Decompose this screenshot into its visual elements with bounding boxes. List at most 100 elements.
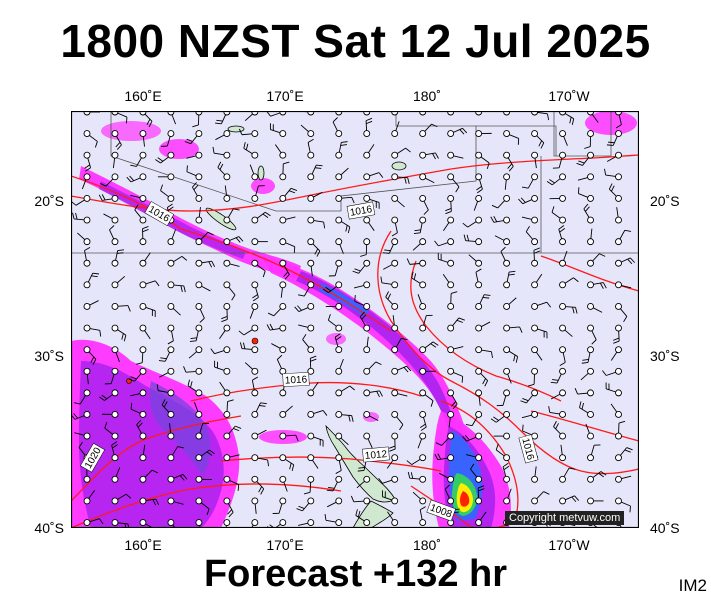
wind-station-circle	[307, 346, 315, 354]
wind-barb-feather	[148, 121, 153, 128]
wind-barb-feather	[423, 209, 429, 215]
wind-barb-feather	[484, 380, 489, 387]
wind-station-circle	[251, 367, 259, 375]
wind-barb-feather	[154, 280, 160, 287]
wind-barb-feather	[387, 293, 392, 300]
wind-station-circle	[195, 151, 203, 159]
wind-barb-feather	[491, 204, 498, 209]
wind-station-circle	[83, 281, 91, 289]
rain-band-central	[261, 256, 471, 453]
wind-barb-feather	[376, 391, 380, 398]
wind-station-circle	[475, 281, 483, 289]
wind-barb-feather	[252, 376, 259, 381]
wind-barb-feather	[624, 449, 631, 453]
wind-barb-feather	[125, 493, 132, 499]
wind-station-circle	[335, 475, 343, 483]
wind-station-circle	[111, 259, 119, 267]
wind-barb-feather	[92, 358, 97, 365]
wind-barb-feather	[478, 488, 485, 492]
wind-station-circle	[111, 454, 119, 462]
wind-barb-feather	[163, 401, 168, 408]
wind-barb-feather	[385, 291, 390, 298]
wind-barb-feather	[547, 113, 550, 121]
wind-station-circle	[559, 389, 567, 397]
wind-barb-feather	[608, 183, 613, 190]
wind-station-circle	[279, 432, 287, 440]
wind-station-circle	[587, 173, 594, 181]
wind-barb-feather	[210, 348, 215, 354]
wind-barb-feather	[406, 258, 411, 265]
wind-barb-feather	[109, 225, 115, 231]
wind-barb-feather	[508, 166, 514, 172]
wind-station-circle	[531, 130, 539, 138]
wind-barb-feather	[238, 330, 245, 336]
isobar-high-east	[377, 230, 639, 475]
wind-barb-feather	[509, 270, 516, 273]
wind-station-circle	[419, 324, 427, 332]
wind-barb-feather	[123, 335, 127, 342]
wind-barb-feather	[508, 273, 515, 276]
wind-station-circle	[503, 303, 511, 310]
wind-station-circle	[447, 259, 455, 267]
wind-station-circle	[111, 151, 119, 159]
wind-barb-feather	[295, 435, 299, 442]
wind-station-circle	[251, 281, 259, 289]
wind-station-circle	[83, 216, 91, 224]
wind-barb-feather	[212, 146, 215, 154]
wind-station-circle	[307, 497, 315, 505]
wind-barb-feather	[326, 489, 334, 492]
wind-station-circle	[111, 519, 119, 526]
wind-station-circle	[167, 259, 175, 267]
wind-barb-feather	[407, 471, 411, 479]
wind-station-circle	[587, 454, 594, 462]
wind-barb-feather	[183, 366, 187, 373]
wind-station-circle	[391, 303, 399, 310]
wind-station-circle	[111, 389, 119, 397]
wind-station-circle	[391, 173, 399, 181]
wind-barb-feather	[296, 508, 303, 512]
wind-station-circle	[587, 259, 594, 267]
wind-station-circle	[223, 238, 231, 246]
lon-label-bottom-170e: 170˚E	[266, 537, 304, 553]
wind-barb-feather	[378, 477, 383, 484]
wind-barb-feather	[101, 194, 106, 201]
wind-station-circle	[307, 389, 315, 397]
wind-barb-feather	[186, 138, 193, 142]
wind-station-circle	[363, 324, 371, 332]
wind-barb-feather	[155, 159, 161, 164]
wind-barb-feather	[352, 270, 359, 274]
wind-barb-feather	[399, 424, 404, 431]
wind-barb-feather	[289, 463, 292, 470]
wind-barb-feather	[430, 400, 434, 407]
wind-barb-feather	[262, 213, 269, 218]
wind-barb-feather	[75, 212, 78, 220]
wind-station-circle	[335, 151, 343, 159]
wind-barb-feather	[72, 212, 75, 220]
wind-station-circle	[447, 367, 455, 375]
wind-station-circle	[447, 281, 455, 289]
wind-barb-feather	[482, 296, 490, 299]
wind-station-circle	[195, 454, 203, 462]
wind-station-circle	[391, 519, 399, 526]
wind-barb-feather	[189, 340, 197, 342]
isobar-low-inner	[410, 485, 476, 528]
wind-barb-feather	[444, 484, 451, 490]
wind-barb-feather	[366, 120, 373, 125]
wind-station-circle	[503, 411, 511, 418]
wind-barb-feather	[411, 271, 414, 279]
wind-barb-feather	[351, 415, 354, 422]
wind-barb-feather	[452, 403, 458, 410]
wind-station-circle	[363, 497, 371, 505]
wind-barb-feather	[184, 141, 191, 145]
wind-station-circle	[307, 432, 315, 440]
wind-barb-feather	[183, 285, 186, 293]
lon-label-top-170e: 170˚E	[266, 88, 304, 104]
wind-station-circle	[167, 281, 175, 289]
wind-station-circle	[391, 259, 399, 267]
wind-barb-feather	[521, 186, 529, 189]
wind-station-circle	[559, 346, 567, 354]
isobar-east-lower	[530, 410, 639, 442]
wind-station-circle	[503, 346, 511, 354]
wind-barb-feather	[340, 144, 348, 146]
wind-station-circle	[195, 303, 203, 310]
